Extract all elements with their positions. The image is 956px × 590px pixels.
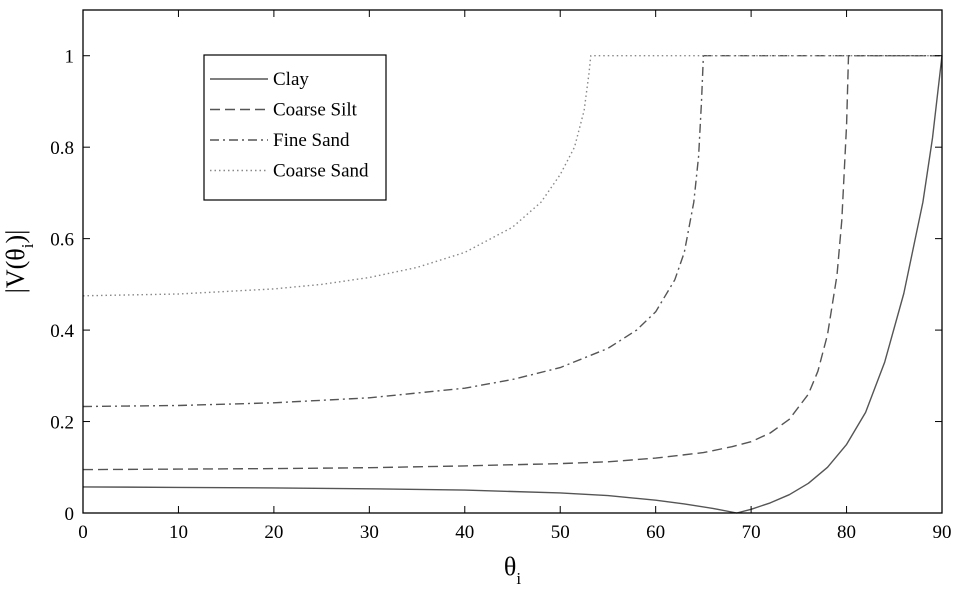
x-tick-label: 0 [78,522,88,543]
plot-frame [82,9,943,514]
x-tick-label: 50 [551,522,570,543]
x-tick-label: 20 [264,522,283,543]
x-tick-label: 60 [646,522,665,543]
legend: Clay Coarse Silt Fine Sand Coarse Sand [203,54,387,201]
legend-label: Clay [273,69,309,90]
legend-label: Coarse Silt [273,100,358,121]
x-tick-label: 70 [742,522,761,543]
x-tick-label: 30 [360,522,379,543]
legend-label: Fine Sand [273,130,350,151]
y-tick-label: 0.6 [50,230,74,251]
x-tick-label: 40 [455,522,474,543]
y-tick-label: 0 [65,504,75,525]
y-tick-label: 0.8 [50,138,74,159]
series-line-coarse-sand [82,55,942,297]
x-tick-label: 10 [169,522,188,543]
y-tick-label: 0.2 [50,413,74,434]
x-tick-label: 80 [837,522,856,543]
legend-label: Coarse Sand [273,161,369,182]
y-tick-label: 0.4 [50,321,74,342]
series-line-coarse-silt [82,55,942,471]
y-tick-label: 1 [65,47,75,68]
x-tick-label: 90 [933,522,952,543]
series-line-fine-sand [82,55,942,408]
x-axis-label: θi [504,552,521,588]
y-axis-label: |V(θi)| [1,230,37,294]
tick-layer: 0 10 20 30 40 50 60 70 80 90 0 0.2 0.4 0.6 0.8 1 [50,10,952,543]
